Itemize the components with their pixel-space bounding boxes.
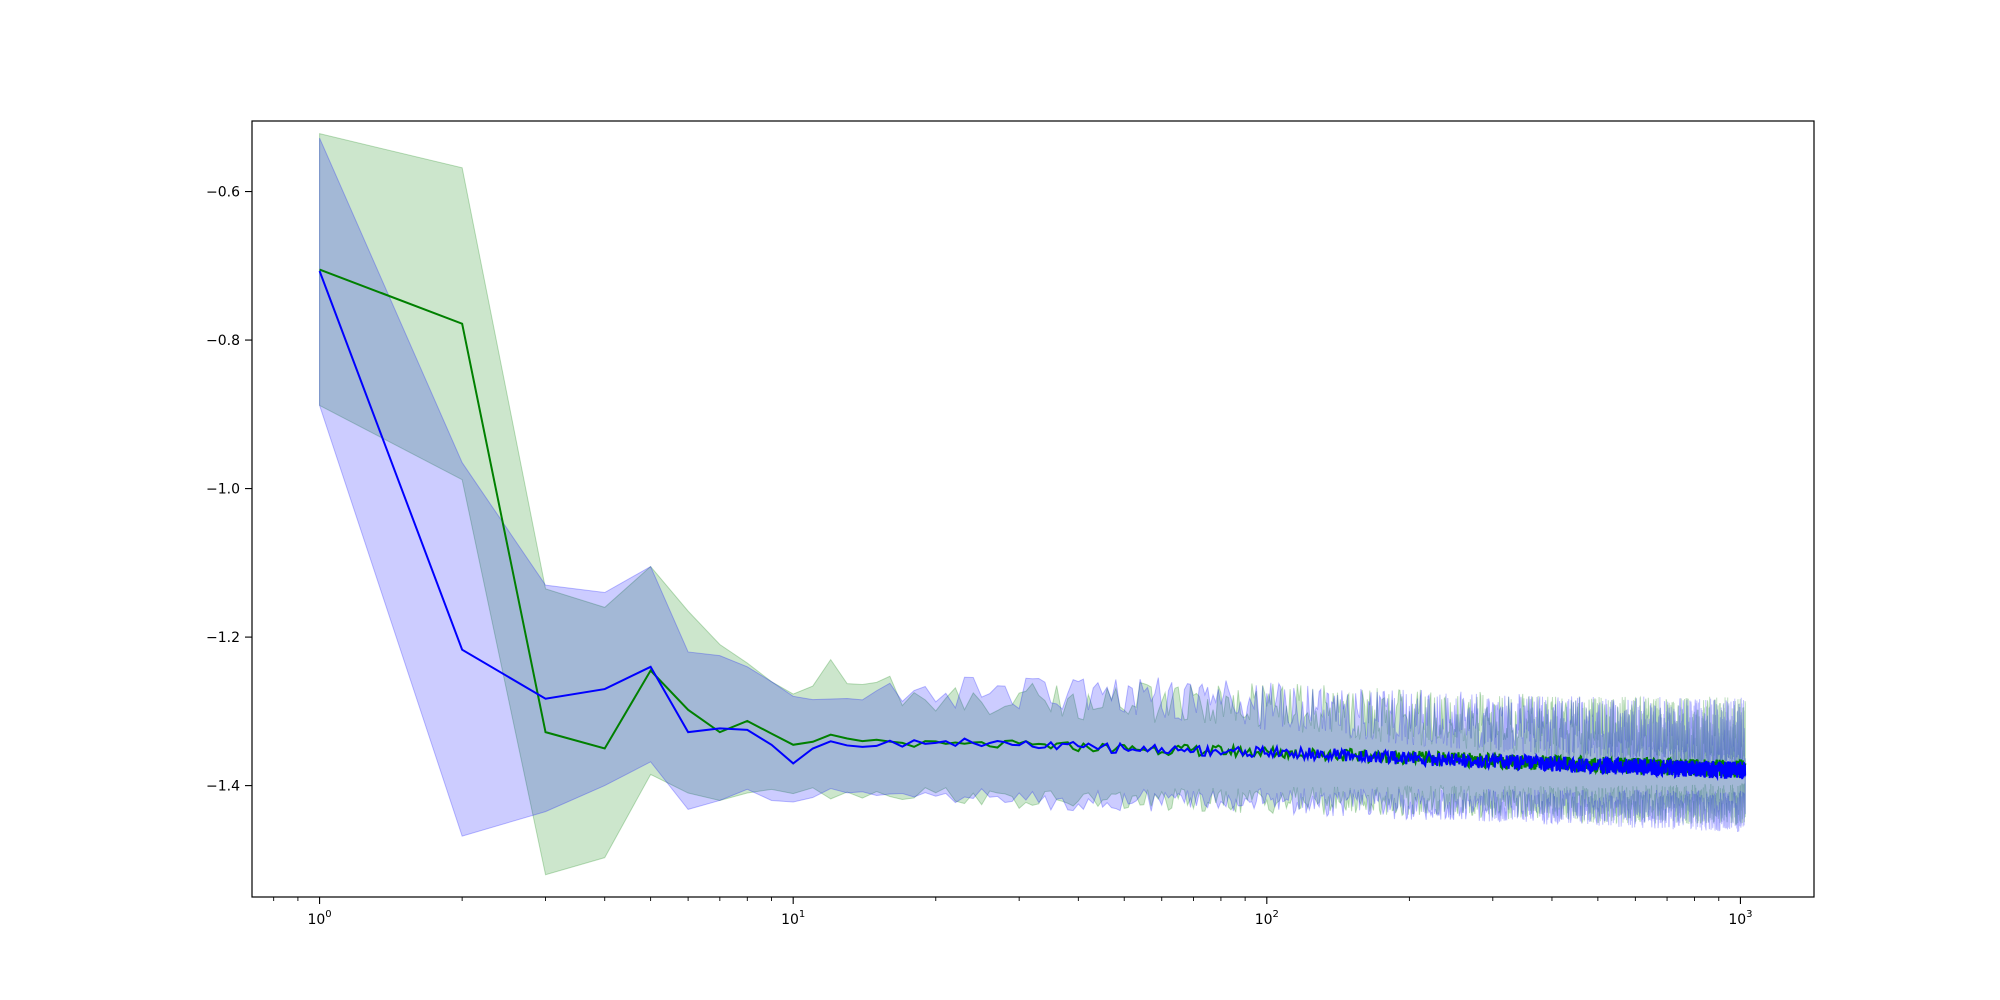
y-tick-label: −0.8 (206, 333, 240, 349)
blue-confidence-band (319, 137, 1746, 837)
x-axis: 100 101 102 103 (273, 897, 1753, 928)
x-tick-label: 100 (307, 909, 331, 928)
blue-series-line (318, 270, 1747, 782)
y-tick-label: −1.4 (206, 779, 240, 795)
x-tick-label: 101 (781, 909, 805, 928)
x-tick-label: 103 (1728, 909, 1752, 928)
y-tick-label: −1.2 (206, 630, 240, 646)
green-confidence-band (319, 132, 1746, 876)
y-axis: −0.6 −0.8 −1.0 −1.2 −1.4 (206, 185, 252, 795)
x-tick-label: 102 (1255, 909, 1279, 928)
y-tick-label: −0.6 (206, 185, 240, 201)
series-lines (318, 268, 1747, 782)
plot-frame (251, 120, 1815, 898)
confidence-bands (319, 132, 1746, 876)
y-tick-label: −1.0 (206, 482, 240, 498)
